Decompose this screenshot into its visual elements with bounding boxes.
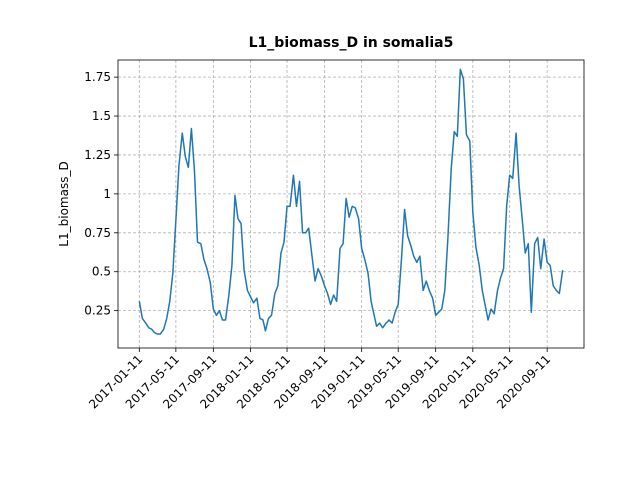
data-line bbox=[138, 68, 564, 335]
y-axis-label: L1_biomass_D bbox=[57, 161, 71, 246]
y-tick-label: 1.5 bbox=[92, 109, 111, 123]
y-tick-label: 1 bbox=[103, 187, 111, 201]
y-tick-label: 1.75 bbox=[84, 70, 111, 84]
y-tick-label: 0.5 bbox=[92, 265, 111, 279]
y-tick-label: 0.75 bbox=[84, 226, 111, 240]
y-tick-label: 0.25 bbox=[84, 304, 111, 318]
chart-title: L1_biomass_D in somalia5 bbox=[249, 35, 454, 51]
y-tick-label: 1.25 bbox=[84, 148, 111, 162]
axes-frame bbox=[117, 59, 585, 349]
